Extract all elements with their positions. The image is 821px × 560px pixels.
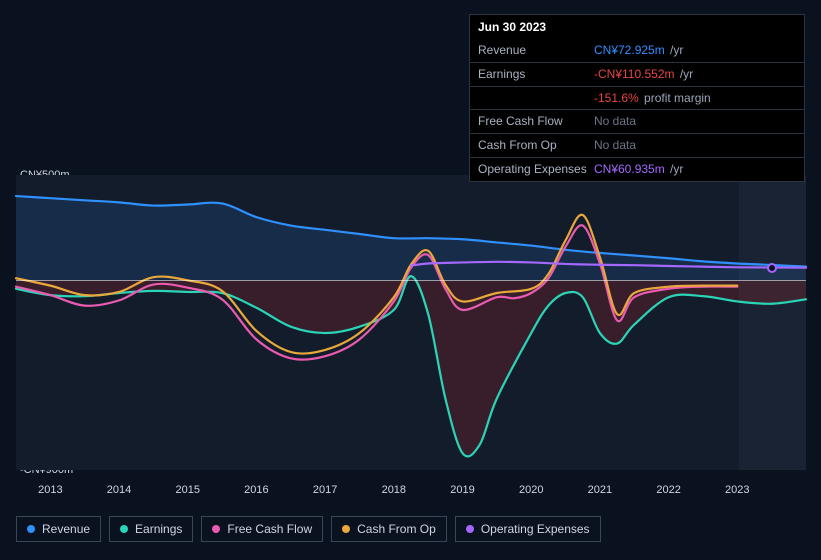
legend-label: Operating Expenses — [481, 522, 590, 536]
legend-swatch-icon — [342, 525, 350, 533]
legend-item-revenue[interactable]: Revenue — [16, 516, 101, 542]
x-tick-label: 2019 — [450, 484, 474, 496]
legend: Revenue Earnings Free Cash Flow Cash From O… — [16, 516, 601, 542]
zero-line — [16, 280, 806, 281]
series-area-earnings — [16, 276, 806, 456]
x-tick-label: 2022 — [656, 484, 680, 496]
tooltip-row-label: Operating Expenses — [478, 161, 594, 178]
tooltip-row: Operating ExpensesCN¥60.935m /yr — [470, 158, 804, 181]
tooltip-row-value: CN¥60.935m /yr — [594, 161, 796, 178]
x-tick-label: 2016 — [244, 484, 268, 496]
tooltip-date: Jun 30 2023 — [470, 15, 804, 39]
legend-item-cash-from-op[interactable]: Cash From Op — [331, 516, 447, 542]
legend-item-free-cash-flow[interactable]: Free Cash Flow — [201, 516, 323, 542]
x-axis: 2013 2014 2015 2016 2017 2018 2019 2020 2021 2022… — [16, 484, 806, 502]
x-tick-label: 2013 — [38, 484, 62, 496]
root: Jun 30 2023 RevenueCN¥72.925m /yrEarning… — [0, 0, 821, 560]
x-tick-label: 2018 — [382, 484, 406, 496]
tooltip-row: Earnings-CN¥110.552m /yr — [470, 63, 804, 87]
x-tick-label: 2020 — [519, 484, 543, 496]
x-tick-label: 2023 — [725, 484, 749, 496]
x-tick-label: 2015 — [175, 484, 199, 496]
legend-item-operating-expenses[interactable]: Operating Expenses — [455, 516, 601, 542]
hover-marker — [767, 263, 777, 273]
chart: CN¥500mCN¥0-CN¥900m — [16, 155, 806, 485]
tooltip-row-label: Free Cash Flow — [478, 113, 594, 130]
x-tick-label: 2014 — [107, 484, 131, 496]
tooltip-row: RevenueCN¥72.925m /yr — [470, 39, 804, 63]
x-tick-label: 2017 — [313, 484, 337, 496]
tooltip-row-value: No data — [594, 113, 796, 130]
legend-swatch-icon — [27, 525, 35, 533]
plot-area[interactable] — [16, 175, 806, 470]
tooltip-row: Free Cash FlowNo data — [470, 110, 804, 134]
legend-item-earnings[interactable]: Earnings — [109, 516, 193, 542]
legend-swatch-icon — [120, 525, 128, 533]
legend-label: Cash From Op — [357, 522, 436, 536]
legend-swatch-icon — [212, 525, 220, 533]
tooltip-row-sub: -151.6% profit margin — [470, 87, 804, 111]
legend-swatch-icon — [466, 525, 474, 533]
legend-label: Free Cash Flow — [227, 522, 312, 536]
tooltip-row-label: Revenue — [478, 42, 594, 59]
series-line-earnings[interactable] — [16, 276, 806, 456]
tooltip-row-value: CN¥72.925m /yr — [594, 42, 796, 59]
legend-label: Earnings — [135, 522, 182, 536]
x-tick-label: 2021 — [588, 484, 612, 496]
tooltip-row-value: -CN¥110.552m /yr — [594, 66, 796, 83]
legend-label: Revenue — [42, 522, 90, 536]
tooltip-row: Cash From OpNo data — [470, 134, 804, 158]
tooltip-row-value: No data — [594, 137, 796, 154]
tooltip-row-label: Earnings — [478, 66, 594, 83]
hover-tooltip: Jun 30 2023 RevenueCN¥72.925m /yrEarning… — [469, 14, 805, 182]
tooltip-row-label: Cash From Op — [478, 137, 594, 154]
